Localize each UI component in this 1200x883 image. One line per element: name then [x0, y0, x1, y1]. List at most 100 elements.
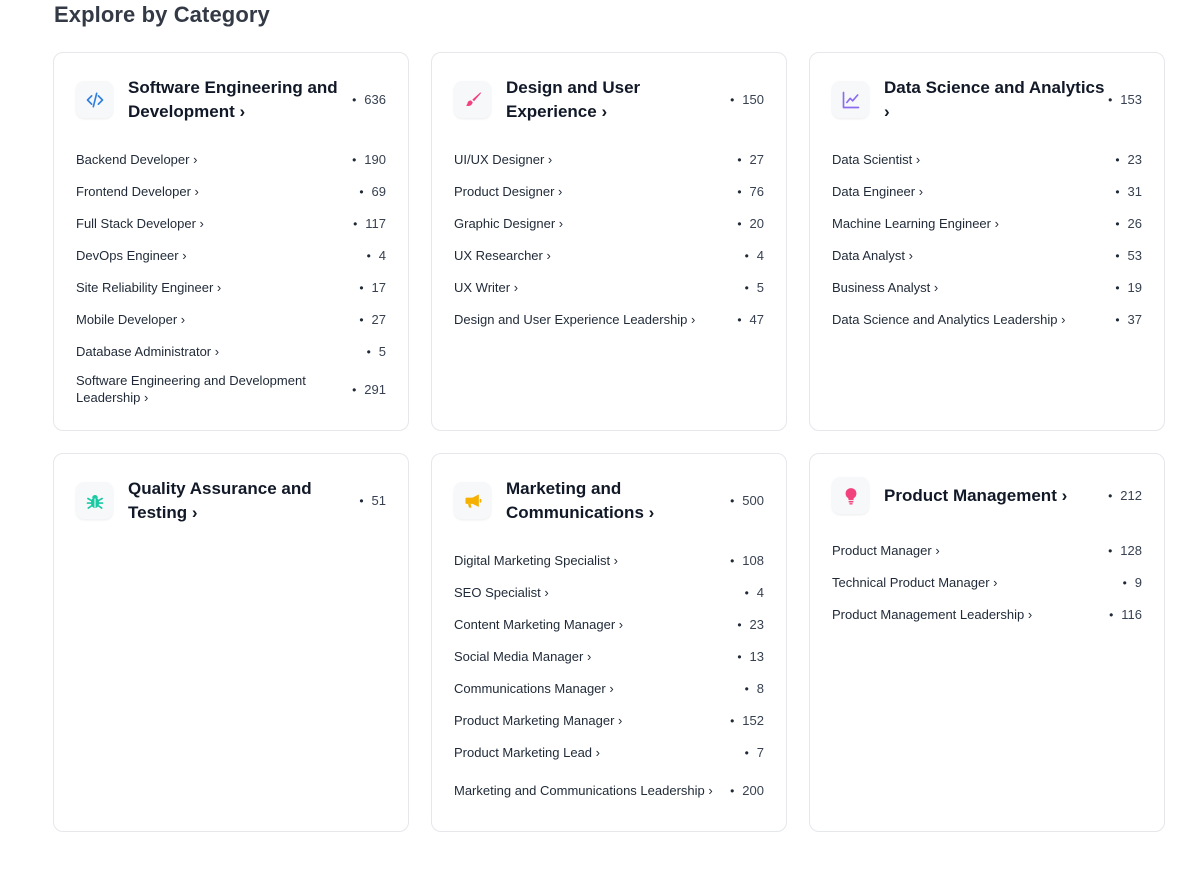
role-row: SEO Specialist › 4: [454, 582, 764, 602]
role-row: Marketing and Communications Leadership …: [454, 772, 764, 808]
category-card-data-science: Data Science and Analytics › 153 Data Sc…: [809, 52, 1165, 431]
role-row: Product Marketing Manager › 152: [454, 710, 764, 730]
role-link-ui-ux-designer[interactable]: UI/UX Designer ›: [454, 151, 553, 167]
role-row: UX Researcher › 4: [454, 245, 764, 265]
category-title: Data Science and Analytics ›: [884, 78, 1105, 121]
role-link-product-marketing-manager[interactable]: Product Marketing Manager ›: [454, 712, 623, 728]
role-count: 13: [737, 649, 764, 664]
role-row: Data Scientist › 23: [832, 149, 1142, 169]
role-count: 69: [359, 184, 386, 199]
role-count: 152: [730, 713, 764, 728]
role-link-product-manager[interactable]: Product Manager ›: [832, 542, 940, 558]
category-header-marketing[interactable]: Marketing and Communications › 500: [454, 477, 764, 524]
category-title: Quality Assurance and Testing ›: [128, 479, 312, 522]
role-link-backend-developer[interactable]: Backend Developer ›: [76, 151, 198, 167]
category-count: 212: [1108, 488, 1142, 503]
role-link-software-engineering-leadership[interactable]: Software Engineering and Development Lea…: [76, 373, 306, 405]
role-link-seo-specialist[interactable]: SEO Specialist ›: [454, 584, 549, 600]
role-count: 20: [737, 216, 764, 231]
role-row: Communications Manager › 8: [454, 678, 764, 698]
role-row: Software Engineering and Development Lea…: [76, 371, 386, 407]
role-row: DevOps Engineer › 4: [76, 245, 386, 265]
role-row: UI/UX Designer › 27: [454, 149, 764, 169]
role-link-ux-researcher[interactable]: UX Researcher ›: [454, 247, 551, 263]
role-link-business-analyst[interactable]: Business Analyst ›: [832, 279, 939, 295]
role-link-product-management-leadership[interactable]: Product Management Leadership ›: [832, 606, 1033, 622]
role-row: Product Marketing Lead › 7: [454, 742, 764, 762]
category-card-software-engineering: Software Engineering and Development › 6…: [53, 52, 409, 431]
role-link-data-scientist[interactable]: Data Scientist ›: [832, 151, 921, 167]
role-link-ux-writer[interactable]: UX Writer ›: [454, 279, 519, 295]
role-row: Machine Learning Engineer › 26: [832, 213, 1142, 233]
category-count: 153: [1108, 92, 1142, 107]
role-count: 116: [1109, 607, 1142, 622]
role-row: Technical Product Manager › 9: [832, 572, 1142, 592]
role-row: Mobile Developer › 27: [76, 309, 386, 329]
category-count: 500: [730, 493, 764, 508]
role-count: 4: [745, 248, 764, 263]
category-header-design[interactable]: Design and User Experience › 150: [454, 76, 764, 123]
role-row: Graphic Designer › 20: [454, 213, 764, 233]
role-count: 23: [737, 617, 764, 632]
role-link-graphic-designer[interactable]: Graphic Designer ›: [454, 215, 564, 231]
role-row: Social Media Manager › 13: [454, 646, 764, 666]
role-count: 7: [745, 745, 764, 760]
role-link-devops-engineer[interactable]: DevOps Engineer ›: [76, 247, 187, 263]
role-row: Data Engineer › 31: [832, 181, 1142, 201]
role-link-social-media-manager[interactable]: Social Media Manager ›: [454, 648, 592, 664]
role-count: 47: [737, 312, 764, 327]
role-link-design-leadership[interactable]: Design and User Experience Leadership ›: [454, 311, 696, 327]
role-link-mobile-developer[interactable]: Mobile Developer ›: [76, 311, 186, 327]
role-count: 128: [1108, 543, 1142, 558]
role-row: Business Analyst › 19: [832, 277, 1142, 297]
role-count: 200: [730, 783, 764, 798]
megaphone-icon: [454, 482, 491, 519]
category-header-quality-assurance[interactable]: Quality Assurance and Testing › 51: [76, 477, 386, 524]
role-link-machine-learning-engineer[interactable]: Machine Learning Engineer ›: [832, 215, 999, 231]
role-count: 53: [1115, 248, 1142, 263]
role-link-content-marketing-manager[interactable]: Content Marketing Manager ›: [454, 616, 624, 632]
role-row: Product Manager › 128: [832, 540, 1142, 560]
role-link-database-administrator[interactable]: Database Administrator ›: [76, 343, 220, 359]
role-count: 8: [745, 681, 764, 696]
category-title: Product Management ›: [884, 485, 1068, 505]
line-chart-icon: [832, 81, 869, 118]
role-link-data-science-leadership[interactable]: Data Science and Analytics Leadership ›: [832, 311, 1066, 327]
role-row: Backend Developer › 190: [76, 149, 386, 169]
category-header-software-engineering[interactable]: Software Engineering and Development › 6…: [76, 76, 386, 123]
role-link-site-reliability-engineer[interactable]: Site Reliability Engineer ›: [76, 279, 222, 295]
category-count: 636: [352, 92, 386, 107]
category-count: 150: [730, 92, 764, 107]
role-row: Full Stack Developer › 117: [76, 213, 386, 233]
role-count: 117: [353, 216, 386, 231]
role-count: 17: [359, 280, 386, 295]
role-count: 4: [745, 585, 764, 600]
role-link-technical-product-manager[interactable]: Technical Product Manager ›: [832, 574, 998, 590]
role-row: Product Designer › 76: [454, 181, 764, 201]
role-count: 108: [730, 553, 764, 568]
role-count: 291: [352, 382, 386, 397]
role-row: Database Administrator › 5: [76, 341, 386, 361]
role-count: 4: [367, 248, 386, 263]
role-link-frontend-developer[interactable]: Frontend Developer ›: [76, 183, 199, 199]
role-row: Data Science and Analytics Leadership › 3…: [832, 309, 1142, 329]
role-link-marketing-leadership[interactable]: Marketing and Communications Leadership …: [454, 782, 713, 798]
role-link-data-engineer[interactable]: Data Engineer ›: [832, 183, 924, 199]
role-row: Digital Marketing Specialist › 108: [454, 550, 764, 570]
category-header-data-science[interactable]: Data Science and Analytics › 153: [832, 76, 1142, 123]
role-count: 27: [737, 152, 764, 167]
role-link-product-designer[interactable]: Product Designer ›: [454, 183, 563, 199]
category-header-product-management[interactable]: Product Management › 212: [832, 477, 1142, 514]
category-card-product-management: Product Management › 212 Product Manager…: [809, 453, 1165, 832]
code-icon: [76, 81, 113, 118]
role-row: Product Management Leadership › 116: [832, 604, 1142, 624]
role-link-communications-manager[interactable]: Communications Manager ›: [454, 680, 614, 696]
role-row: Data Analyst › 53: [832, 245, 1142, 265]
role-count: 19: [1115, 280, 1142, 295]
role-link-product-marketing-lead[interactable]: Product Marketing Lead ›: [454, 744, 600, 760]
role-link-full-stack-developer[interactable]: Full Stack Developer ›: [76, 215, 204, 231]
role-count: 76: [737, 184, 764, 199]
role-count: 9: [1123, 575, 1142, 590]
role-link-digital-marketing-specialist[interactable]: Digital Marketing Specialist ›: [454, 552, 619, 568]
role-link-data-analyst[interactable]: Data Analyst ›: [832, 247, 913, 263]
